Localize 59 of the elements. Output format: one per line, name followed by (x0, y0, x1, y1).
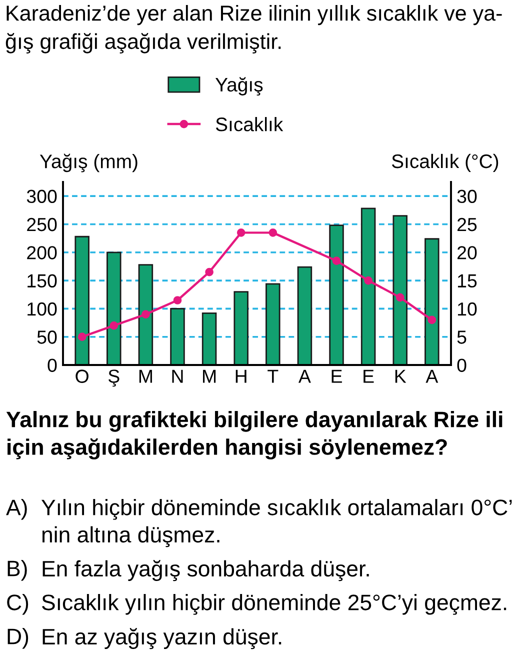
y2-tick-label: 5 (457, 330, 466, 344)
bar (74, 236, 90, 365)
x-tick-label: M (139, 370, 152, 383)
x-tick-label: M (203, 370, 216, 383)
point (396, 293, 404, 302)
x-tick-label: A (298, 370, 311, 383)
bar (360, 208, 376, 365)
legend-label: Yağış (215, 77, 263, 96)
y-tick-label: 100 (28, 302, 57, 316)
bar (392, 215, 408, 365)
x-tick-label: K (395, 370, 406, 383)
x-tick-label: E (332, 370, 342, 383)
y2-axis-title: Sıcaklık (°C) (392, 154, 498, 172)
point (332, 256, 341, 265)
y-axis-title: Yağış (mm) (40, 154, 138, 172)
x-tick-label: E (364, 370, 374, 383)
y-tick-label: 300 (26, 190, 57, 204)
bar (234, 291, 248, 365)
bar (424, 238, 440, 365)
point (110, 321, 118, 330)
text: C) Sıcaklık yılın hiçbir döneminde 25°C’yi geçmez. (7, 594, 506, 615)
bar (106, 252, 122, 365)
chart-title: Karadeniz’de yer alan Rize ilinin yıllık sıcaklık ve ya- ğış grafiği aşağıda verilmiştir. (6, 5, 502, 54)
text: B) En fazla yağış sonbaharda düşer. (8, 560, 369, 582)
point (428, 316, 436, 324)
bar (138, 264, 154, 365)
point (268, 228, 278, 237)
bar (266, 283, 280, 365)
x-tick-label: O (76, 370, 88, 383)
x-tick-label: T (268, 370, 278, 383)
bar (329, 224, 344, 365)
point (205, 268, 214, 276)
point (364, 276, 372, 285)
x-tick-label: A (426, 370, 438, 383)
y-tick-label: 50 (37, 330, 57, 344)
point (236, 228, 246, 237)
y-tick-label: 150 (28, 274, 57, 288)
bar (170, 308, 185, 365)
bar (297, 266, 312, 365)
y2-tick-label: 25 (458, 218, 477, 232)
y2-tick-label: 15 (458, 274, 477, 288)
point (173, 296, 182, 304)
y-tick-label: 250 (27, 218, 57, 232)
y-tick-label: 200 (27, 246, 57, 260)
legend-label: Sıcaklık (216, 117, 284, 132)
x-tick-label: Ş (108, 370, 120, 387)
y-tick-label: 0 (48, 358, 57, 372)
y2-tick-label: 30 (457, 190, 477, 204)
x-tick-label: H (236, 370, 246, 383)
point (142, 310, 150, 318)
bar (202, 312, 217, 365)
text: A) Yılın hiçbir döneminde sıcaklık ortalamaları 0°C’ nin altına düşmez. (6, 499, 512, 548)
x-tick-label: N (172, 370, 183, 383)
text: D) En az yağış yazın düşer. (8, 628, 282, 650)
y2-tick-label: 10 (458, 302, 477, 316)
point (78, 332, 86, 342)
y2-tick-label: 0 (457, 358, 466, 372)
text: Yalnız bu grafikteki bilgilere dayanılarak Rize ili için aşağıdakilerden hangisi söylenemez? (6, 411, 502, 460)
y2-tick-label: 20 (458, 246, 477, 260)
